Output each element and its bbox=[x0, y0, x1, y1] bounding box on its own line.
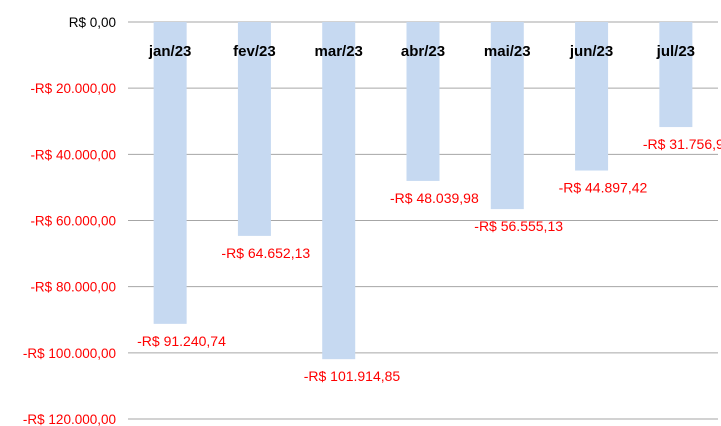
data-labels: -R$ 91.240,74 -R$ 64.652,13 -R$ 101.914,85… bbox=[137, 136, 721, 384]
y-tick-label: R$ 0,00 bbox=[69, 15, 116, 30]
bar-jun-23 bbox=[575, 22, 609, 171]
y-tick-label: -R$ 80.000,00 bbox=[30, 280, 116, 295]
data-label: -R$ 64.652,13 bbox=[221, 245, 310, 261]
category-label: mar/23 bbox=[315, 43, 363, 60]
category-label: jul/23 bbox=[656, 43, 695, 60]
category-label: jan/23 bbox=[148, 43, 192, 60]
y-axis-tick-labels: R$ 0,00 -R$ 20.000,00 -R$ 40.000,00 -R$ 60.… bbox=[23, 15, 116, 426]
data-label: -R$ 101.914,85 bbox=[304, 368, 401, 384]
bar-mar-23 bbox=[322, 22, 356, 360]
bar-jul-23 bbox=[659, 22, 693, 128]
category-label: mai/23 bbox=[484, 43, 531, 60]
category-label: fev/23 bbox=[233, 43, 276, 60]
category-label: abr/23 bbox=[401, 43, 445, 60]
y-tick-label: -R$ 60.000,00 bbox=[30, 214, 116, 229]
bars bbox=[153, 22, 693, 360]
y-tick-label: -R$ 100.000,00 bbox=[23, 346, 116, 361]
y-tick-label: -R$ 20.000,00 bbox=[30, 81, 116, 96]
bar-jan-23 bbox=[153, 22, 187, 324]
data-label: -R$ 56.555,13 bbox=[474, 218, 563, 234]
bar-fev-23 bbox=[237, 22, 271, 236]
category-label: jun/23 bbox=[569, 43, 613, 60]
data-label: -R$ 31.756,90 bbox=[643, 136, 721, 152]
bar-mai-23 bbox=[490, 22, 524, 210]
y-tick-label: -R$ 40.000,00 bbox=[30, 147, 116, 162]
bar-abr-23 bbox=[406, 22, 440, 181]
data-label: -R$ 91.240,74 bbox=[137, 333, 226, 349]
data-label: -R$ 48.039,98 bbox=[390, 190, 479, 206]
data-label: -R$ 44.897,42 bbox=[559, 180, 648, 196]
category-labels: jan/23 fev/23 mar/23 abr/23 mai/23 jun/23 jul/… bbox=[148, 43, 695, 60]
y-tick-label: -R$ 120.000,00 bbox=[23, 412, 116, 426]
